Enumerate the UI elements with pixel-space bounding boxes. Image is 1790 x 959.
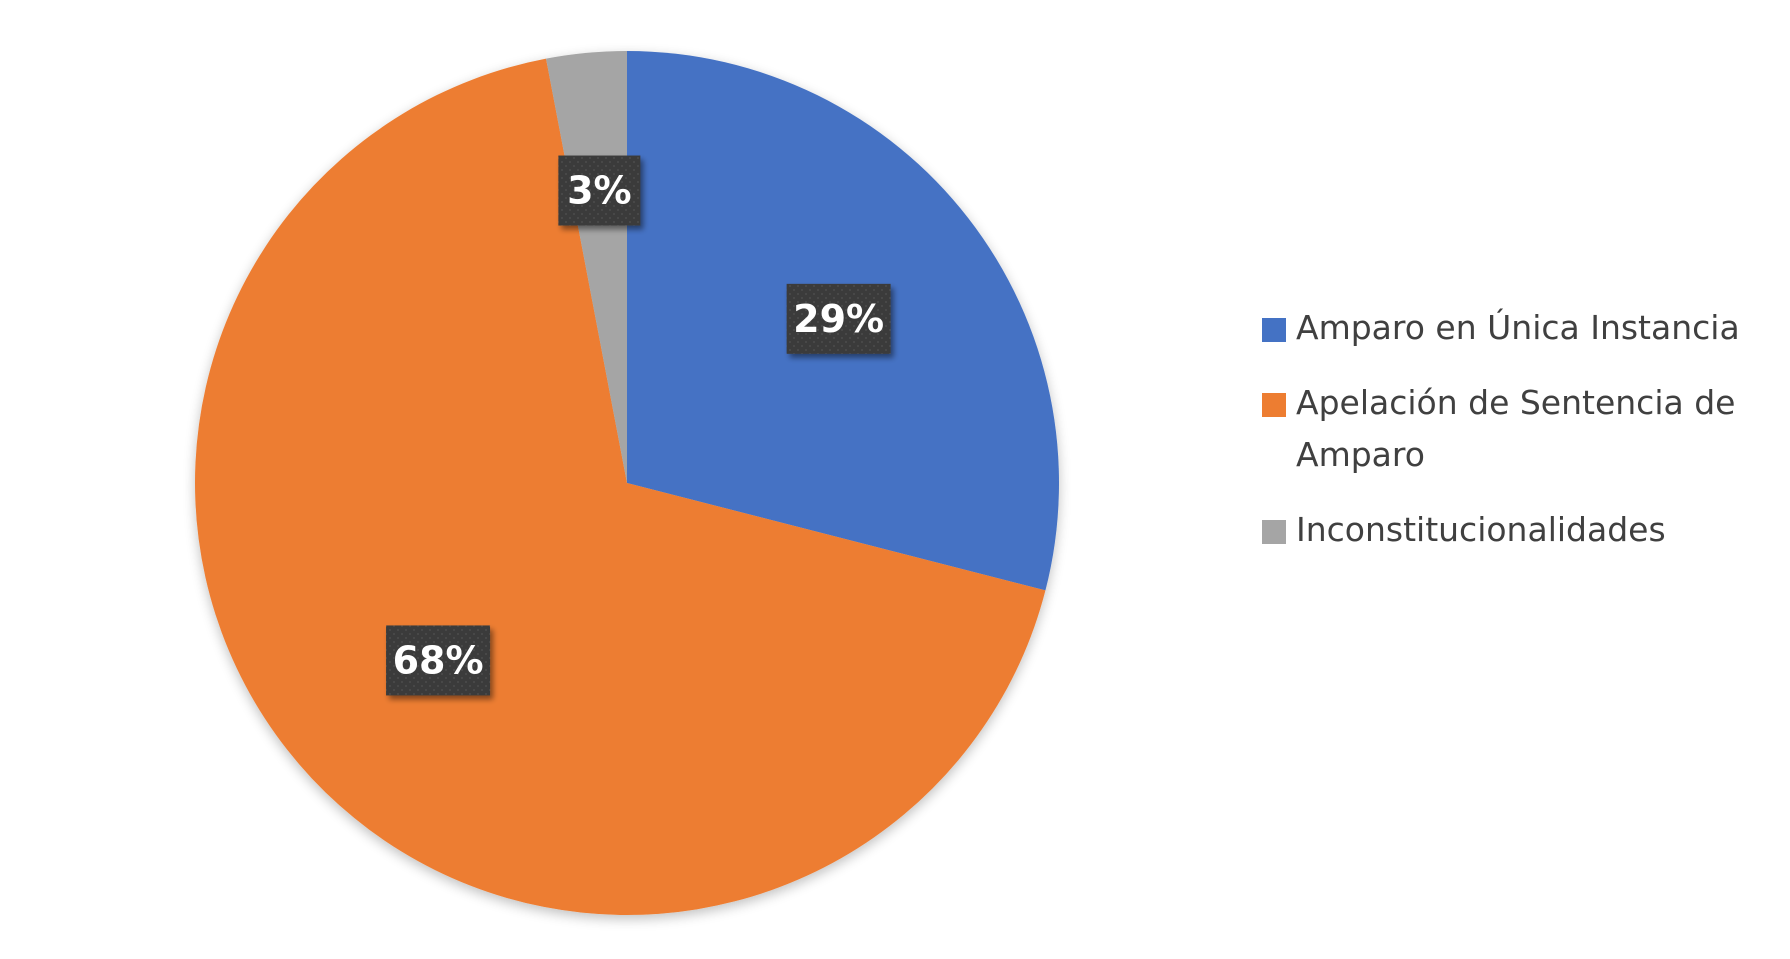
legend-swatch	[1262, 318, 1286, 342]
data-label-box	[786, 283, 891, 354]
data-label-text: 68%	[393, 638, 484, 682]
data-label-text: 29%	[793, 297, 884, 341]
data-label-box	[558, 155, 641, 226]
pie-slice-apelacion-sentencia-amparo	[195, 58, 1046, 915]
legend-swatch	[1262, 520, 1286, 544]
data-label-box	[386, 625, 491, 696]
data-label-inconstitucionalidades: 3%	[558, 155, 641, 226]
legend-item-amparo-unica-instancia: Amparo en Única Instancia	[1262, 302, 1782, 354]
data-label-text: 3%	[567, 169, 632, 213]
legend-item-inconstitucionalidades: Inconstitucionalidades	[1262, 504, 1782, 556]
legend-item-apelacion-sentencia-amparo: Apelación de Sentencia de Amparo	[1262, 377, 1782, 481]
legend-label: Amparo en Única Instancia	[1296, 308, 1740, 347]
data-labels: 29% 68% 3%	[386, 155, 891, 696]
data-label-amparo-unica-instancia: 29%	[786, 283, 891, 354]
legend-label: Apelación de Sentencia de Amparo	[1296, 383, 1736, 474]
legend-label: Inconstitucionalidades	[1296, 510, 1666, 549]
legend-swatch	[1262, 393, 1286, 417]
legend: Amparo en Única Instancia Apelación de Se…	[1262, 302, 1782, 579]
data-label-apelacion-sentencia-amparo: 68%	[386, 625, 491, 696]
